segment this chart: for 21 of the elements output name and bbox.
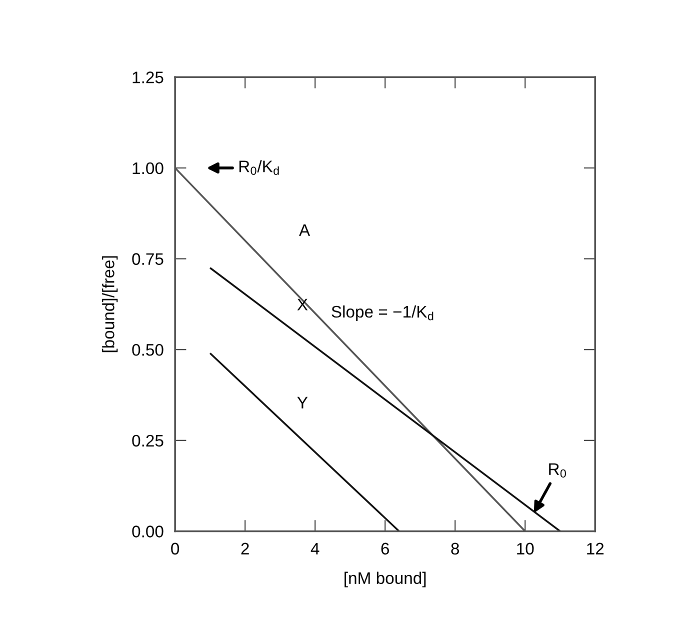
- annotation: R$_{0}$: [549, 463, 566, 478]
- x-tick-label: 0: [171, 542, 180, 555]
- y-tick-label: 0.50: [132, 344, 164, 356]
- y-tick-label: 1.00: [132, 162, 164, 174]
- x-tick-label: 10: [517, 542, 534, 555]
- annotation: R$_{0}$/K$_{d}$: [239, 160, 279, 175]
- annotation: A: [299, 224, 310, 236]
- x-tick-label: 4: [310, 542, 320, 554]
- y-tick-label: 0.25: [132, 434, 164, 447]
- x-tick-label: 12: [587, 542, 604, 554]
- y-axis-title: [bound]/[free]: [102, 256, 118, 352]
- annotation: Slope = −1/K$_{d}$: [332, 305, 434, 321]
- x-tick-label: 6: [381, 542, 389, 555]
- y-tick-label: 0.75: [132, 253, 164, 265]
- x-axis-title: [nM bound]: [344, 572, 426, 588]
- y-tick-label: 0.00: [132, 526, 164, 538]
- y-tick-label: 1.25: [132, 72, 164, 84]
- annotation: X: [297, 298, 308, 310]
- x-tick-label: 8: [451, 542, 460, 555]
- annotation: Y: [297, 396, 308, 408]
- x-tick-label: 2: [241, 542, 249, 554]
